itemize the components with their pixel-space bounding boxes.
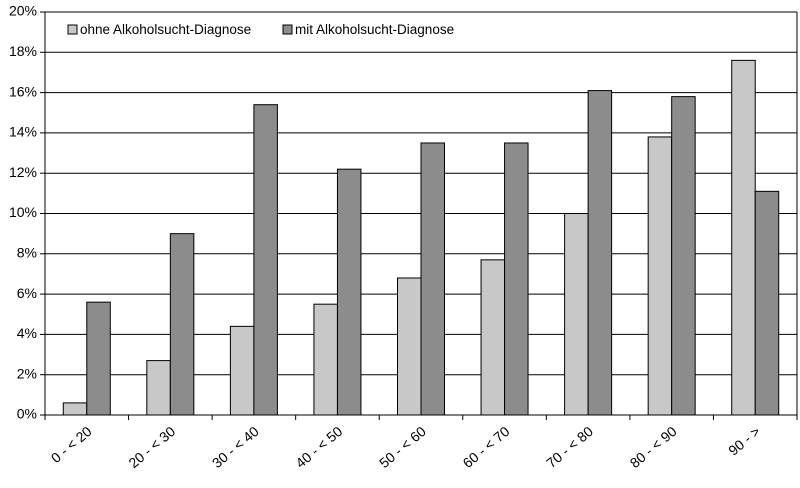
bar-ohne-3 bbox=[313, 303, 338, 416]
bar-mit-8 bbox=[754, 190, 780, 416]
bar-ohne-6 bbox=[564, 213, 589, 416]
bar-mit-6 bbox=[587, 90, 613, 416]
bars bbox=[62, 59, 780, 416]
y-tick-label: 20% bbox=[9, 3, 37, 19]
bar-mit-0 bbox=[86, 301, 111, 416]
x-tick-label: 30 - < 40 bbox=[209, 423, 262, 471]
y-tick-label: 0% bbox=[17, 406, 37, 422]
bar-mit-5 bbox=[504, 142, 529, 416]
x-tick-labels: 0 - < 20 20 - < 30 30 - < 40 40 - < 50 50 - … bbox=[48, 423, 763, 471]
bar-mit-7 bbox=[671, 96, 696, 416]
y-tick-label: 10% bbox=[9, 204, 37, 220]
legend-swatch-mit bbox=[282, 24, 293, 35]
bar-ohne-5 bbox=[480, 259, 506, 416]
bar-mit-1 bbox=[169, 233, 195, 416]
y-tick-label: 2% bbox=[17, 365, 37, 381]
legend-swatch-ohne bbox=[67, 24, 78, 35]
x-tick-label: 70 - < 80 bbox=[543, 423, 596, 471]
bar-mit-3 bbox=[336, 168, 362, 416]
legend-label-ohne: ohne Alkoholsucht-Diagnose bbox=[80, 22, 251, 37]
bar-ohne-8 bbox=[731, 59, 756, 416]
y-tick-label: 14% bbox=[9, 124, 37, 140]
bar-ohne-4 bbox=[397, 277, 422, 416]
bar-mit-2 bbox=[253, 104, 278, 416]
bar-ohne-1 bbox=[146, 360, 171, 416]
y-tick-label: 16% bbox=[9, 83, 37, 99]
y-tick-label: 18% bbox=[9, 43, 37, 59]
bar-ohne-7 bbox=[647, 136, 673, 416]
y-tick-label: 8% bbox=[17, 245, 37, 261]
x-tick-label: 60 - < 70 bbox=[460, 423, 513, 471]
y-tick-labels: 0% 2% 4% 6% 8% 10% 12% 14% 16% 18% 20% bbox=[9, 3, 37, 422]
bar-ohne-2 bbox=[229, 325, 255, 416]
x-tick-label: 90 - > bbox=[725, 423, 763, 459]
axes bbox=[40, 11, 798, 420]
x-tick-label: 50 - < 60 bbox=[376, 423, 429, 471]
bar-mit-4 bbox=[420, 142, 445, 416]
y-tick-label: 4% bbox=[17, 325, 37, 341]
y-tick-label: 6% bbox=[17, 285, 37, 301]
legend-label-mit: mit Alkoholsucht-Diagnose bbox=[295, 22, 454, 37]
x-tick-label: 40 - < 50 bbox=[292, 423, 345, 471]
bar-ohne-0 bbox=[62, 402, 88, 416]
legend: ohne Alkoholsucht-Diagnose mit Alkoholsuc… bbox=[67, 22, 454, 37]
y-tick-label: 12% bbox=[9, 164, 37, 180]
x-tick-label: 20 - < 30 bbox=[125, 423, 178, 471]
x-tick-label: 80 - < 90 bbox=[627, 423, 680, 471]
x-tick-label: 0 - < 20 bbox=[48, 423, 95, 466]
